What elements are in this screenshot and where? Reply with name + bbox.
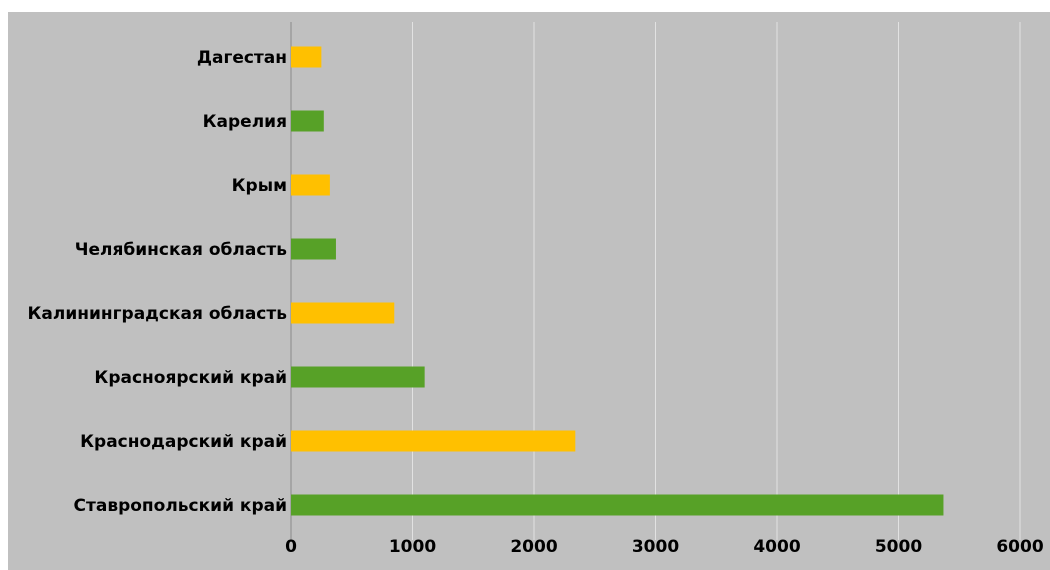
x-tick-label-6000: 6000	[996, 537, 1043, 557]
bar-5	[291, 302, 395, 324]
category-label-7: Краснодарский край	[80, 432, 287, 452]
bar-2	[291, 110, 324, 132]
x-tick-label-2000: 2000	[510, 537, 557, 557]
bar-8	[291, 494, 944, 516]
category-label-6: Красноярский край	[94, 368, 287, 388]
bar-7	[291, 430, 576, 452]
x-tick-label-3000: 3000	[632, 537, 679, 557]
bar-3	[291, 174, 330, 196]
x-tick-label-1000: 1000	[389, 537, 436, 557]
chart-area: Дагестан Карелия Крым Челябинская область Ка…	[8, 12, 1050, 570]
bar-6	[291, 366, 425, 388]
bar-4	[291, 238, 336, 260]
category-label-2: Карелия	[203, 112, 287, 132]
x-tick-label-4000: 4000	[753, 537, 800, 557]
category-label-5: Калининградская область	[28, 304, 287, 324]
bar-1	[291, 46, 322, 68]
category-label-8: Ставропольский край	[74, 496, 287, 516]
category-label-4: Челябинская область	[75, 240, 287, 260]
x-tick-label-0: 0	[285, 537, 297, 557]
x-tick-label-5000: 5000	[875, 537, 922, 557]
category-label-3: Крым	[232, 176, 287, 196]
category-label-1: Дагестан	[197, 48, 287, 68]
bar-chart: Дагестан Карелия Крым Челябинская область Ка…	[28, 22, 1044, 557]
